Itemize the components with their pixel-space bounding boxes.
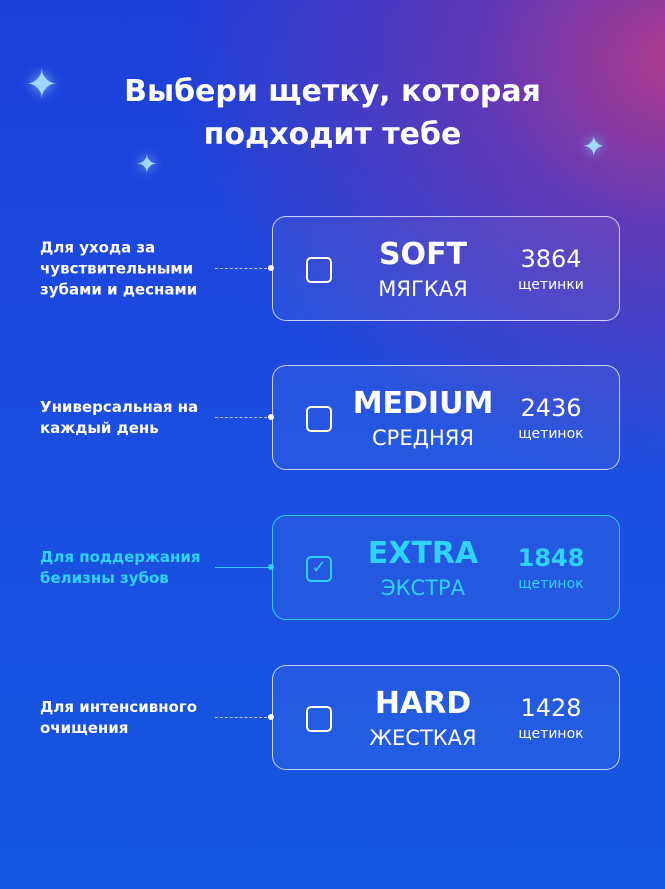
checkbox[interactable] xyxy=(306,706,332,732)
checkbox[interactable] xyxy=(306,257,332,283)
bristle-unit: щетинок xyxy=(518,426,584,442)
bristle-count: 1848 xyxy=(517,544,585,572)
option-description: Для поддержания белизны зубов xyxy=(40,547,201,587)
page-title: Выбери щетку, которая подходит тебе xyxy=(124,74,541,152)
option-card[interactable]: SOFT МЯГКАЯ 3864 щетинки xyxy=(272,216,620,321)
option-row-extra: Для поддержания белизны зубов ✓ EXTRA ЭК… xyxy=(0,515,665,620)
connector-dot xyxy=(268,714,274,720)
checkbox[interactable] xyxy=(306,406,332,432)
option-card[interactable]: ✓ EXTRA ЭКСТРА 1848 щетинок xyxy=(272,515,620,620)
option-row-hard: Для интенсивного очищения HARD ЖЕСТКАЯ 1… xyxy=(0,665,665,770)
connector-dot xyxy=(268,265,274,271)
connector-dot xyxy=(268,414,274,420)
sparkle-icon: ✦ xyxy=(582,130,606,163)
option-name: MEDIUM xyxy=(352,386,494,421)
check-icon: ✓ xyxy=(311,557,327,578)
bristle-count: 1428 xyxy=(520,694,582,722)
connector-dot xyxy=(268,564,274,570)
sparkle-icon: ✦ xyxy=(25,62,59,108)
bristle-count: 3864 xyxy=(520,245,582,273)
bristle-unit: щетинок xyxy=(518,726,584,742)
connector-line xyxy=(215,717,272,718)
checkbox[interactable]: ✓ xyxy=(306,556,332,582)
option-card[interactable]: HARD ЖЕСТКАЯ 1428 щетинок xyxy=(272,665,620,770)
option-description: Для ухода за чувствительными зубами и де… xyxy=(40,238,198,298)
option-subtitle: ЖЕСТКАЯ xyxy=(369,726,477,750)
option-subtitle: ЭКСТРА xyxy=(380,576,466,600)
option-description: Универсальная на каждый день xyxy=(40,397,199,437)
bristle-count: 2436 xyxy=(520,394,582,422)
bristle-unit: щетинок xyxy=(518,576,584,592)
bristle-unit: щетинки xyxy=(518,277,584,293)
connector-line xyxy=(215,567,272,568)
option-subtitle: МЯГКАЯ xyxy=(378,277,468,301)
connector-line xyxy=(215,268,272,269)
option-name: SOFT xyxy=(378,237,468,272)
option-row-medium: Универсальная на каждый день MEDIUM СРЕД… xyxy=(0,365,665,470)
connector-line xyxy=(215,417,272,418)
option-name: EXTRA xyxy=(367,536,479,571)
option-row-soft: Для ухода за чувствительными зубами и де… xyxy=(0,216,665,321)
option-description: Для интенсивного очищения xyxy=(40,697,198,737)
sparkle-icon: ✦ xyxy=(136,150,158,180)
option-subtitle: СРЕДНЯЯ xyxy=(372,426,474,450)
option-card[interactable]: MEDIUM СРЕДНЯЯ 2436 щетинок xyxy=(272,365,620,470)
option-name: HARD xyxy=(374,686,472,721)
